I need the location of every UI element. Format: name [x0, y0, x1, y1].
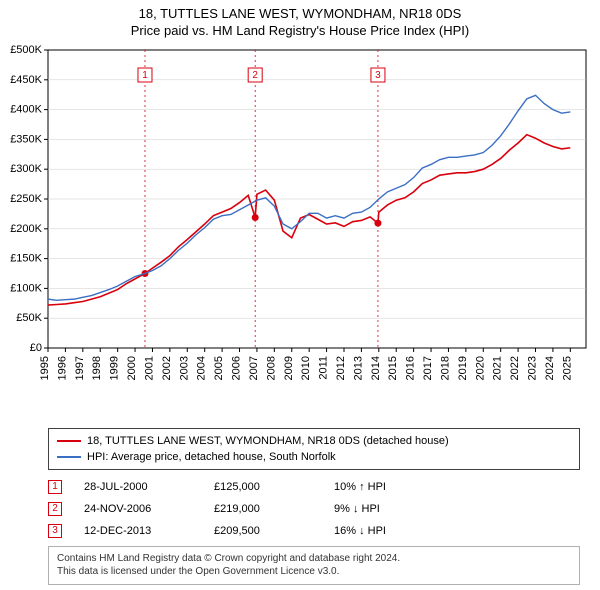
event-date: 28-JUL-2000: [84, 481, 214, 493]
svg-text:2010: 2010: [300, 356, 312, 380]
svg-text:£300K: £300K: [10, 163, 42, 175]
svg-text:2000: 2000: [126, 356, 138, 380]
legend-swatch: [57, 456, 81, 458]
svg-text:2016: 2016: [405, 356, 417, 380]
svg-text:2024: 2024: [544, 356, 556, 380]
footer-attribution: Contains HM Land Registry data © Crown c…: [48, 546, 580, 585]
event-date: 12-DEC-2013: [84, 525, 214, 537]
svg-text:2007: 2007: [248, 356, 260, 380]
svg-text:2020: 2020: [474, 356, 486, 380]
line-chart: £0 £50K £100K £150K £200K £250K £300K £350K £400…: [0, 40, 600, 420]
legend-row: 18, TUTTLES LANE WEST, WYMONDHAM, NR18 0…: [57, 433, 571, 449]
footer-line2: This data is licensed under the Open Gov…: [57, 565, 571, 579]
svg-text:£0: £0: [30, 342, 42, 354]
legend-swatch: [57, 440, 81, 442]
svg-text:£150K: £150K: [10, 252, 42, 264]
svg-text:£200K: £200K: [10, 223, 42, 235]
svg-text:£450K: £450K: [10, 74, 42, 86]
svg-text:2008: 2008: [265, 356, 277, 380]
title-line1: 18, TUTTLES LANE WEST, WYMONDHAM, NR18 0…: [0, 6, 600, 23]
event-row: 1 28-JUL-2000£125,00010% ↑ HPI: [48, 476, 580, 498]
svg-text:2025: 2025: [561, 356, 573, 380]
svg-text:2011: 2011: [318, 356, 330, 380]
svg-text:2004: 2004: [196, 356, 208, 380]
event-price: £125,000: [214, 481, 334, 493]
chart-area: £0 £50K £100K £150K £200K £250K £300K £350K £400…: [0, 40, 600, 420]
svg-text:2012: 2012: [335, 356, 347, 380]
event-marker: 1: [48, 480, 62, 494]
svg-text:2019: 2019: [457, 356, 469, 380]
svg-text:1997: 1997: [74, 356, 86, 380]
event-row: 2 24-NOV-2006£219,0009% ↓ HPI: [48, 498, 580, 520]
svg-text:2002: 2002: [161, 356, 173, 380]
event-price: £209,500: [214, 525, 334, 537]
event-marker: 3: [48, 524, 62, 538]
svg-text:£400K: £400K: [10, 103, 42, 115]
svg-text:£100K: £100K: [10, 282, 42, 294]
svg-text:2005: 2005: [213, 356, 225, 380]
svg-text:2001: 2001: [143, 356, 155, 380]
event-marker: 2: [48, 502, 62, 516]
title-block: 18, TUTTLES LANE WEST, WYMONDHAM, NR18 0…: [0, 0, 600, 40]
event-delta: 10% ↑ HPI: [334, 481, 444, 493]
legend: 18, TUTTLES LANE WEST, WYMONDHAM, NR18 0…: [48, 428, 580, 470]
svg-text:£350K: £350K: [10, 133, 42, 145]
svg-text:2017: 2017: [422, 356, 434, 380]
svg-text:2021: 2021: [492, 356, 504, 380]
svg-text:1996: 1996: [56, 356, 68, 380]
svg-text:2009: 2009: [283, 356, 295, 380]
event-delta: 9% ↓ HPI: [334, 503, 444, 515]
svg-text:2006: 2006: [231, 356, 243, 380]
svg-text:3: 3: [375, 70, 381, 81]
event-date: 24-NOV-2006: [84, 503, 214, 515]
svg-text:2003: 2003: [178, 356, 190, 380]
svg-text:£50K: £50K: [16, 312, 42, 324]
event-delta: 16% ↓ HPI: [334, 525, 444, 537]
svg-text:1995: 1995: [39, 356, 51, 380]
legend-label: HPI: Average price, detached house, Sout…: [87, 451, 336, 463]
svg-text:£250K: £250K: [10, 193, 42, 205]
footer-line1: Contains HM Land Registry data © Crown c…: [57, 552, 571, 566]
svg-text:2023: 2023: [527, 356, 539, 380]
svg-text:2014: 2014: [370, 356, 382, 380]
svg-text:2: 2: [252, 70, 258, 81]
svg-text:2015: 2015: [387, 356, 399, 380]
legend-row: HPI: Average price, detached house, Sout…: [57, 449, 571, 465]
event-price: £219,000: [214, 503, 334, 515]
chart-container: 18, TUTTLES LANE WEST, WYMONDHAM, NR18 0…: [0, 0, 600, 590]
svg-text:1: 1: [142, 70, 148, 81]
svg-text:1998: 1998: [91, 356, 103, 380]
event-row: 3 12-DEC-2013£209,50016% ↓ HPI: [48, 520, 580, 542]
title-line2: Price paid vs. HM Land Registry's House …: [0, 23, 600, 40]
svg-text:£500K: £500K: [10, 44, 42, 56]
svg-text:2022: 2022: [509, 356, 521, 380]
svg-text:2018: 2018: [439, 356, 451, 380]
events-table: 1 28-JUL-2000£125,00010% ↑ HPI 2 24-NOV-200…: [48, 476, 580, 542]
svg-text:1999: 1999: [109, 356, 121, 380]
legend-label: 18, TUTTLES LANE WEST, WYMONDHAM, NR18 0…: [87, 435, 449, 447]
svg-text:2013: 2013: [352, 356, 364, 380]
